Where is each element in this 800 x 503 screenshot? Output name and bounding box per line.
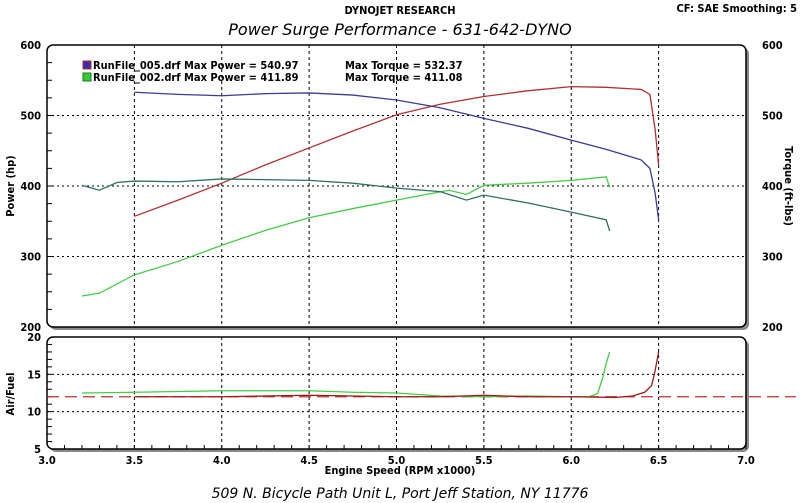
y-axis-label: Power (hp) — [4, 155, 17, 216]
y-tick-label: 500 — [20, 110, 41, 123]
y-tick-label: 600 — [20, 39, 41, 52]
legend: RunFile_005.drf Max Power = 540.97 Max T… — [82, 59, 463, 84]
y2-tick-label: 300 — [762, 251, 783, 264]
power-series-3 — [81, 178, 611, 232]
legend-text-005: RunFile_005.drf Max Power = 540.97 — [93, 59, 299, 72]
y2-tick-label: 600 — [762, 39, 783, 52]
afr-series-0 — [81, 351, 611, 398]
afr-axis-label: Air/Fuel — [4, 373, 17, 416]
y2-axis-label: Torque (ft-lbs) — [782, 146, 795, 226]
chart-title: Power Surge Performance - 631-642-DYNO — [228, 20, 571, 39]
legend-swatch-005 — [82, 60, 92, 70]
footer-address: 509 N. Bicycle Path Unit L, Port Jeff St… — [212, 486, 589, 502]
power-series-2 — [81, 176, 611, 297]
company-name: DYNOJET RESEARCH — [344, 4, 455, 17]
legend-torque-005: Max Torque = 532.37 — [345, 59, 463, 72]
legend-text-002: RunFile_002.drf Max Power = 411.89 — [93, 71, 299, 84]
power-series-1 — [134, 91, 660, 220]
legend-swatch-002 — [82, 72, 92, 82]
afr-series-1 — [134, 351, 660, 399]
afr-tick-label: 10 — [27, 406, 41, 419]
x-tick-label: 6.5 — [650, 454, 668, 467]
y2-tick-label: 200 — [762, 321, 783, 334]
y2-tick-label: 500 — [762, 110, 783, 123]
x-tick-label: 7.0 — [737, 454, 755, 467]
x-tick-label: 4.0 — [213, 454, 231, 467]
x-tick-label: 4.5 — [300, 454, 318, 467]
y-tick-label: 300 — [20, 251, 41, 264]
x-axis-label: Engine Speed (RPM x1000) — [325, 464, 476, 477]
x-tick-label: 3.5 — [126, 454, 144, 467]
power-series-0 — [134, 85, 660, 217]
x-tick-label: 5.0 — [388, 454, 406, 467]
y-tick-label: 200 — [20, 321, 41, 334]
x-tick-label: 3.0 — [38, 454, 56, 467]
afr-tick-label: 15 — [27, 368, 41, 381]
settings-label: CF: SAE Smoothing: 5 — [677, 2, 798, 15]
legend-torque-002: Max Torque = 411.08 — [345, 71, 463, 84]
afr-tick-label: 5 — [34, 443, 41, 456]
x-tick-label: 5.5 — [475, 454, 493, 467]
y-tick-label: 400 — [20, 180, 41, 193]
afr-tick-label: 20 — [27, 331, 41, 344]
y2-tick-label: 400 — [762, 180, 783, 193]
x-tick-label: 6.0 — [562, 454, 580, 467]
